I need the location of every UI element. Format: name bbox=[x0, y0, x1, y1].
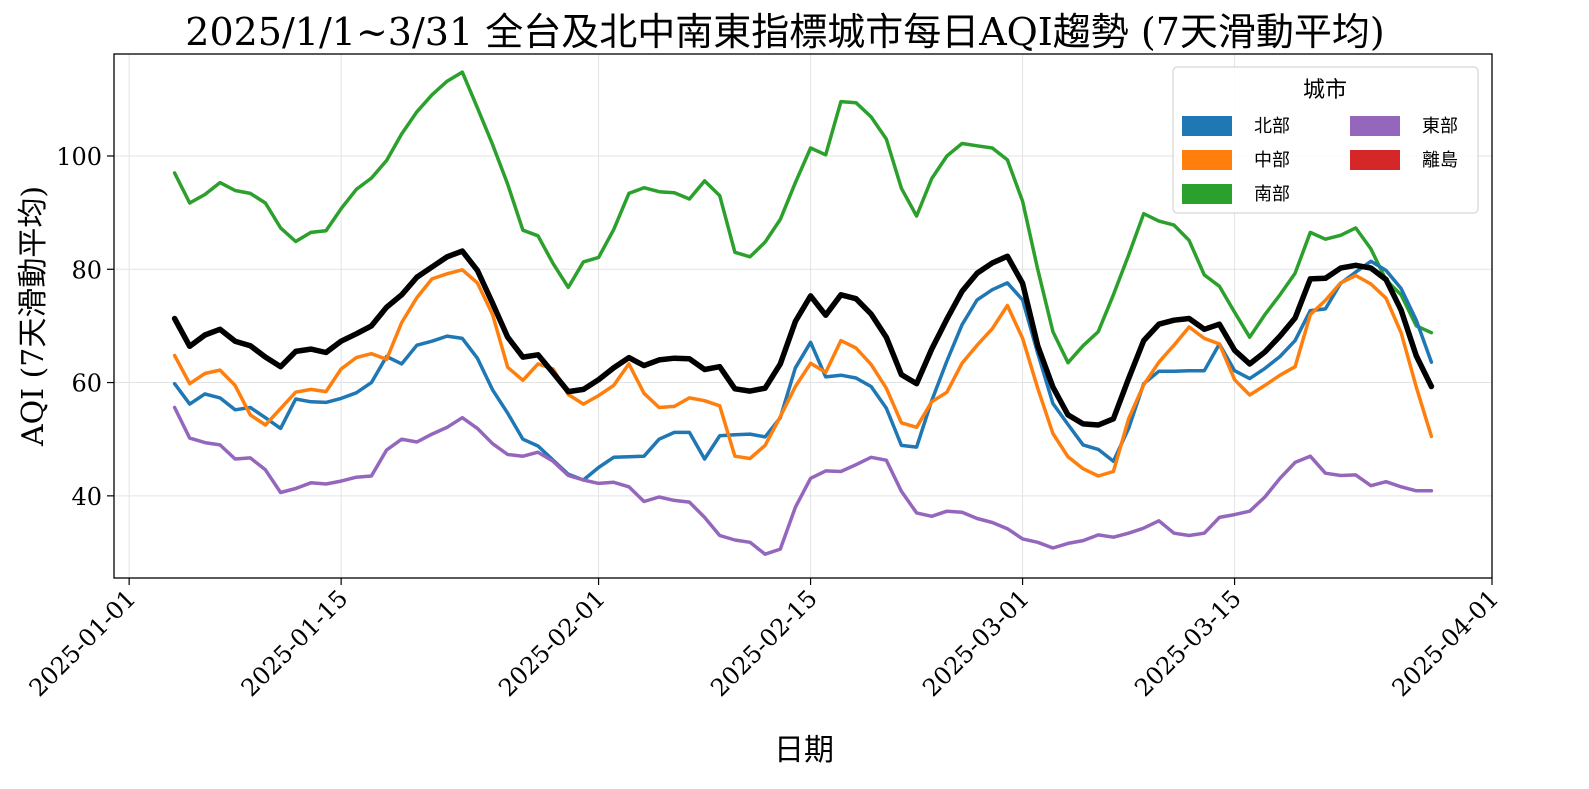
series-line-南部 bbox=[172, 70, 1434, 365]
x-tick-label: 2025-02-01 bbox=[493, 584, 611, 702]
series-line-北部 bbox=[172, 259, 1434, 482]
legend-swatch bbox=[1182, 184, 1232, 204]
y-tick-label: 80 bbox=[71, 256, 102, 284]
chart-title: 2025/1/1~3/31 全台及北中南東指標城市每日AQI趨勢 (7天滑動平均… bbox=[185, 10, 1384, 54]
y-tick-label: 40 bbox=[71, 483, 102, 511]
x-tick-label: 2025-03-15 bbox=[1129, 584, 1247, 702]
x-tick-label: 2025-01-01 bbox=[24, 584, 142, 702]
legend-swatch bbox=[1182, 150, 1232, 170]
plot-area-frame bbox=[113, 53, 1493, 579]
legend-label: 離島 bbox=[1422, 150, 1458, 171]
legend-label: 南部 bbox=[1254, 184, 1290, 205]
y-tick-label: 60 bbox=[71, 370, 102, 398]
x-tick-label: 2025-04-01 bbox=[1387, 584, 1505, 702]
x-tick-label: 2025-01-15 bbox=[236, 584, 354, 702]
x-axis-label: 日期 bbox=[774, 733, 834, 768]
series-line-中部 bbox=[172, 268, 1434, 478]
legend-swatch bbox=[1182, 116, 1232, 136]
series-layer bbox=[171, 70, 1435, 556]
legend-title: 城市 bbox=[1303, 78, 1347, 103]
y-axis-label: AQI (7天滑動平均) bbox=[16, 186, 51, 447]
legend-swatch bbox=[1350, 116, 1400, 136]
legend-label: 北部 bbox=[1254, 116, 1290, 137]
x-tick-label: 2025-02-15 bbox=[705, 584, 823, 702]
series-line-東部 bbox=[172, 405, 1434, 556]
y-axis-ticks: 40 60 80 100 bbox=[56, 143, 114, 511]
legend-swatch bbox=[1350, 150, 1400, 170]
legend-frame bbox=[1172, 66, 1479, 214]
legend-label: 中部 bbox=[1254, 150, 1290, 171]
series-line-overall bbox=[171, 248, 1435, 428]
x-axis-ticks: 2025-01-01 2025-01-15 2025-02-01 2025-02-15… bbox=[24, 578, 1505, 702]
x-tick-label: 2025-03-01 bbox=[917, 584, 1035, 702]
y-tick-label: 100 bbox=[56, 143, 102, 171]
legend-label: 東部 bbox=[1422, 116, 1458, 137]
